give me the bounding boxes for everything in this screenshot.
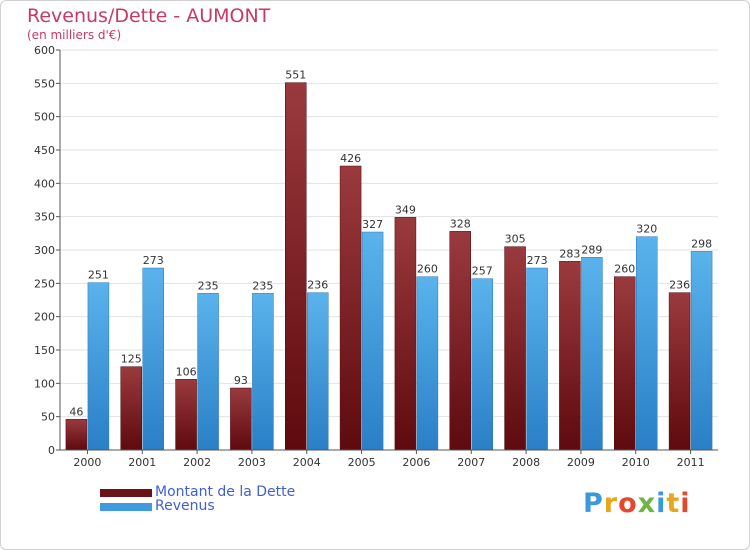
bar-revenus-2010 — [636, 236, 658, 451]
bar-dette-2003 — [230, 387, 252, 451]
bar-revenus-2005 — [361, 231, 384, 451]
data-label-dette-2008: 305 — [505, 233, 526, 246]
data-labels: 46 251 125 273 106 235 93 235 551 236 426 327 349 260… — [69, 69, 712, 419]
bar-dette-2009 — [559, 261, 581, 451]
chart-title: Revenus/Dette - AUMONT — [27, 5, 271, 27]
logo-letter: o — [618, 488, 638, 519]
y-tick-label: 250 — [34, 277, 55, 290]
bar-revenus-2007 — [471, 278, 493, 451]
x-tick-label: 2009 — [567, 456, 595, 469]
data-label-dette-2009: 283 — [559, 247, 580, 260]
data-label-revenus-2005: 327 — [362, 218, 383, 231]
bar-dette-2004 — [285, 82, 307, 451]
x-tick-label: 2000 — [73, 456, 101, 469]
x-tick-label: 2001 — [128, 456, 156, 469]
bar-revenus-2001 — [142, 267, 164, 451]
bar-dette-2011 — [668, 292, 691, 451]
x-tick-label: 2007 — [457, 456, 485, 469]
data-label-revenus-2007: 257 — [472, 265, 493, 278]
x-tick-label: 2011 — [677, 456, 705, 469]
logo-letter: i — [656, 488, 667, 519]
x-tick-label: 2006 — [402, 456, 430, 469]
bar-revenus-2000 — [87, 282, 110, 451]
bar-dette-2005 — [339, 165, 362, 451]
bar-revenus-2008 — [526, 267, 548, 451]
bar-dette-2006 — [394, 217, 417, 451]
data-label-revenus-2009: 289 — [581, 243, 602, 256]
bar-dette-2001 — [120, 366, 142, 451]
bar-revenus-2002 — [197, 293, 219, 451]
x-tick-label: 2005 — [348, 456, 376, 469]
y-tick-label: 550 — [34, 77, 55, 90]
y-tick-label: 50 — [41, 411, 55, 424]
data-label-dette-2004: 551 — [285, 69, 306, 82]
data-label-dette-2006: 349 — [395, 203, 416, 216]
data-label-dette-2001: 125 — [121, 353, 142, 366]
y-tick-label: 600 — [34, 44, 55, 57]
y-tick-label: 350 — [34, 211, 55, 224]
x-tick-label: 2003 — [238, 456, 266, 469]
proxiti-logo: Proxiti — [583, 488, 691, 519]
grid-lines — [60, 49, 718, 451]
x-tick-label: 2002 — [183, 456, 211, 469]
y-tick-label: 0 — [48, 444, 55, 457]
legend-item-dette: Montant de la Dette — [100, 484, 400, 501]
logo-letter: P — [583, 488, 604, 519]
data-label-dette-2010: 260 — [614, 263, 635, 276]
data-label-revenus-2001: 273 — [143, 254, 164, 267]
bar-revenus-2003 — [252, 293, 274, 451]
data-label-revenus-2006: 260 — [417, 263, 438, 276]
data-label-dette-2011: 236 — [669, 279, 690, 292]
bar-dette-2002 — [175, 379, 197, 451]
y-tick-label: 450 — [34, 144, 55, 157]
data-label-dette-2002: 106 — [176, 365, 197, 378]
x-tick-label: 2004 — [293, 456, 321, 469]
logo-letter: t — [666, 488, 681, 519]
y-tick-label: 100 — [34, 377, 55, 390]
logo-letter: i — [680, 488, 691, 519]
data-label-dette-2007: 328 — [450, 217, 471, 230]
legend-label-revenus: Revenus — [155, 498, 215, 514]
bar-dette-2008 — [504, 246, 526, 451]
legend-item-revenus: Revenus — [100, 498, 400, 515]
legend-label-dette: Montant de la Dette — [155, 484, 296, 500]
x-tick-label: 2010 — [622, 456, 650, 469]
data-label-dette-2005: 426 — [340, 152, 361, 165]
chart-subtitle: (en milliers d'€) — [27, 28, 122, 42]
data-label-revenus-2011: 298 — [691, 237, 712, 250]
data-label-revenus-2002: 235 — [198, 279, 219, 292]
y-tick-label: 300 — [34, 244, 55, 257]
data-label-revenus-2003: 235 — [252, 279, 273, 292]
bar-revenus-2011 — [690, 251, 713, 451]
logo-letter: r — [603, 488, 619, 519]
bars — [65, 82, 713, 451]
data-label-revenus-2008: 273 — [527, 254, 548, 267]
y-tick-label: 200 — [34, 311, 55, 324]
bar-revenus-2006 — [416, 276, 439, 451]
bar-revenus-2004 — [307, 292, 329, 451]
data-label-dette-2000: 46 — [69, 405, 83, 418]
legend-swatch-revenus — [100, 503, 152, 511]
bar-dette-2007 — [449, 231, 471, 451]
logo-letter: x — [637, 488, 657, 519]
bar-dette-2000 — [65, 419, 88, 451]
x-tick-label: 2008 — [512, 456, 540, 469]
data-label-revenus-2000: 251 — [88, 269, 109, 282]
y-tick-label: 400 — [34, 177, 55, 190]
y-tick-label: 150 — [34, 344, 55, 357]
bar-revenus-2009 — [581, 257, 603, 451]
data-label-dette-2003: 93 — [234, 374, 248, 387]
bar-dette-2010 — [614, 276, 636, 451]
data-label-revenus-2010: 320 — [636, 223, 657, 236]
legend-swatch-dette — [100, 489, 152, 497]
y-tick-label: 500 — [34, 111, 55, 124]
axes: 0 50 100 150 200 250 300 350 400 450 500 550 600 2000… — [34, 44, 718, 469]
data-label-revenus-2004: 236 — [307, 279, 328, 292]
